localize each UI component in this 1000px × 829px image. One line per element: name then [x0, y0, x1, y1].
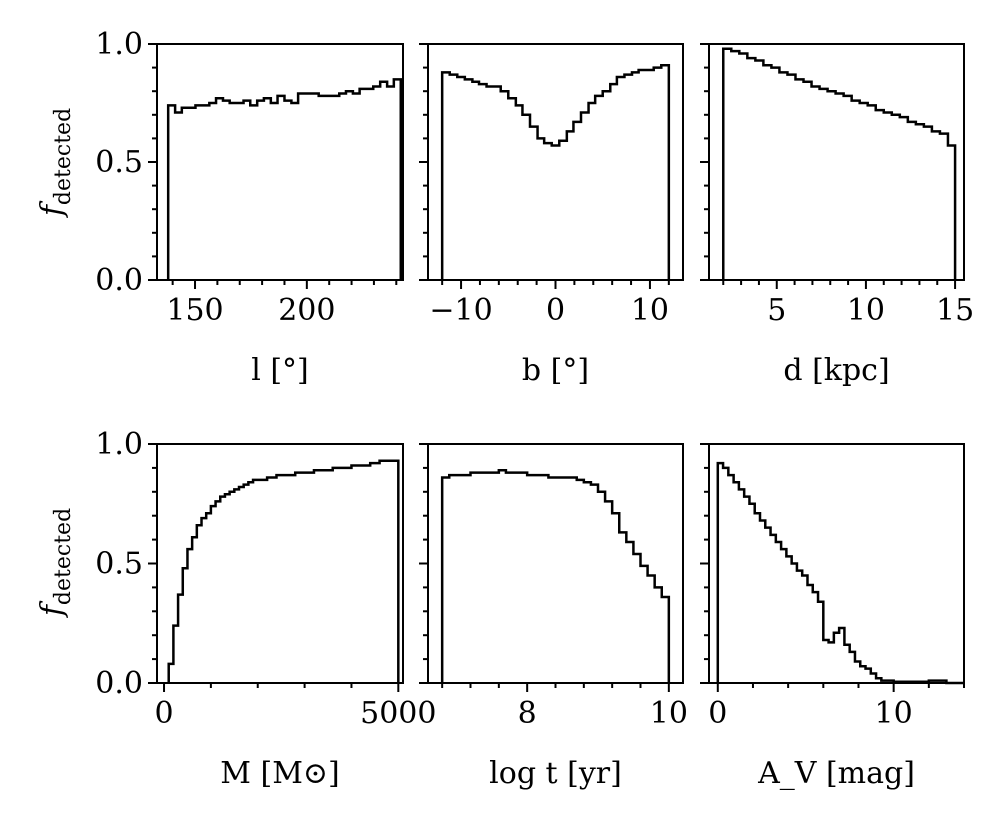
xtick-label: 150: [166, 293, 223, 328]
axes-frame: [427, 443, 684, 684]
axes-frame: [708, 43, 965, 281]
svg-text:fdetected: fdetected: [35, 508, 76, 618]
ytick-label: 0.0: [95, 263, 143, 298]
svg-text:fdetected: fdetected: [35, 108, 76, 218]
series-step-line: [166, 78, 403, 280]
xlabel: log t [yr]: [489, 756, 622, 791]
series-step-line: [167, 459, 400, 683]
series-step-line: [722, 47, 957, 280]
xtick-label: 5000: [360, 696, 436, 731]
xtick-label: 15: [936, 293, 974, 328]
xlabel: l [°]: [251, 353, 309, 388]
ytick-label: 1.0: [95, 27, 143, 62]
panel-AV: 0 10 A_V [mag]: [700, 443, 965, 791]
xtick-label: 10: [847, 293, 885, 328]
xtick-label: 200: [278, 293, 335, 328]
panel-l: 0.0 0.5 1.0 150 200 l [°]: [95, 27, 404, 388]
series-step-line: [440, 63, 671, 280]
xtick-label: −10: [429, 293, 492, 328]
ytick-label: 0.5: [95, 145, 143, 180]
axes-frame: [156, 443, 404, 684]
xlabel: d [kpc]: [783, 353, 889, 388]
xtick-label: 10: [875, 696, 913, 731]
xtick-label: 5: [767, 293, 786, 328]
ylabel-sub: detected: [51, 508, 76, 605]
ylabel-top: fdetected: [35, 108, 76, 218]
series-step-line: [440, 469, 671, 683]
ytick-label: 0.5: [95, 547, 143, 582]
xtick-label: 10: [631, 293, 669, 328]
axes-frame: [156, 43, 404, 281]
series-step-line: [716, 461, 964, 685]
ylabel-sub: detected: [51, 108, 76, 205]
xtick-label: 10: [650, 696, 688, 731]
panel-M: 0.0 0.5 1.0 0 5000 M [M⊙]: [95, 427, 436, 791]
ytick-label: 1.0: [95, 427, 143, 462]
ylabel-bottom: fdetected: [35, 508, 76, 618]
xtick-label: 0: [708, 696, 727, 731]
panel-b: −10 0 10 b [°]: [419, 43, 684, 388]
xlabel: A_V [mag]: [757, 756, 915, 791]
panel-logt: 8 10 log t [yr]: [419, 443, 688, 791]
axes-frame: [708, 443, 965, 684]
xtick-label: 0: [546, 293, 565, 328]
panel-d: 5 10 15 d [kpc]: [700, 43, 974, 388]
xlabel: M [M⊙]: [220, 756, 340, 791]
xtick-label: 0: [154, 696, 173, 731]
ytick-label: 0.0: [95, 666, 143, 701]
xlabel: b [°]: [522, 353, 589, 388]
xtick-label: 8: [518, 696, 537, 731]
